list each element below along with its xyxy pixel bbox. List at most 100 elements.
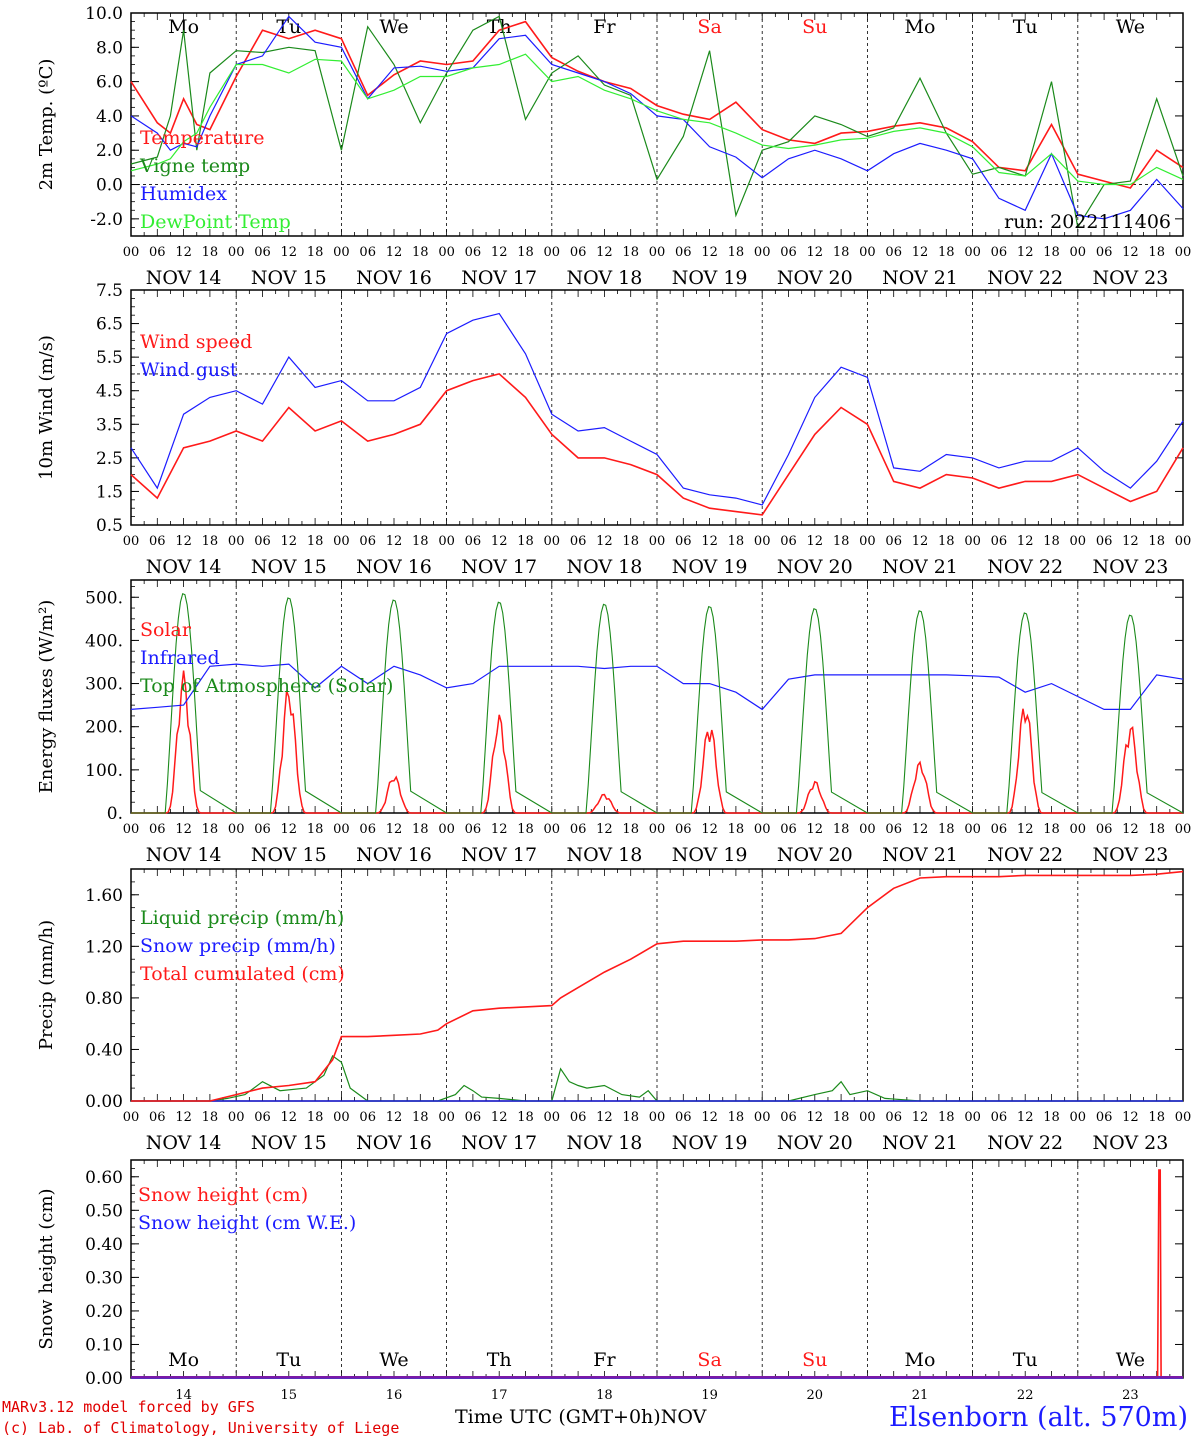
- energy-legend-entry: Solar: [140, 619, 192, 641]
- precip-day-label: NOV 20: [777, 1132, 853, 1154]
- energy-day-label: NOV 19: [672, 844, 748, 866]
- energy-legend-entry: Top of Atmosphere (Solar): [140, 675, 393, 697]
- wind-hour-label: 06: [780, 534, 797, 549]
- precip-legend-entry: Liquid precip (mm/h): [140, 907, 344, 929]
- energy-hour-label: 00: [649, 822, 666, 837]
- wind-day-label: NOV 20: [777, 556, 853, 578]
- energy-hour-label: 12: [596, 822, 613, 837]
- temp-series-line: [130, 15, 1184, 230]
- precip-hour-label: 00: [964, 1110, 981, 1125]
- snow-y-tick-label: 0.40: [85, 1235, 123, 1255]
- precip-hour-label: 18: [833, 1110, 850, 1125]
- temp-frame: [130, 12, 1184, 237]
- precip-hour-label: 18: [202, 1110, 219, 1125]
- wind-y-tick-label: 2.5: [96, 449, 123, 469]
- energy-day-label: NOV 22: [987, 844, 1063, 866]
- precip-day-label: NOV 18: [566, 1132, 642, 1154]
- precip-hour-label: 00: [333, 1110, 350, 1125]
- weekday-label-top: Tu: [1013, 16, 1038, 38]
- snow-day-number: 16: [386, 1388, 403, 1403]
- energy-hour-label: 12: [1017, 822, 1034, 837]
- temp-hour-label: 00: [1175, 245, 1192, 260]
- wind-series-line: [130, 373, 1184, 516]
- copyright-credit: (c) Lab. of Climatology, University of L…: [2, 1419, 400, 1437]
- wind-hour-label: 00: [333, 534, 350, 549]
- precip-hour-label: 00: [123, 1110, 140, 1125]
- energy-hour-label: 18: [728, 822, 745, 837]
- temp-hour-label: 18: [1148, 245, 1165, 260]
- energy-hour-label: 06: [149, 822, 166, 837]
- temp-day-label: NOV 21: [882, 267, 958, 289]
- wind-hour-label: 12: [807, 534, 824, 549]
- energy-hour-label: 00: [754, 822, 771, 837]
- weekday-label-top: We: [379, 16, 408, 38]
- wind-hour-label: 00: [1175, 534, 1192, 549]
- energy-day-label: NOV 14: [146, 844, 222, 866]
- precip-hour-label: 06: [780, 1110, 797, 1125]
- precip-hour-label: 00: [754, 1110, 771, 1125]
- wind-hour-label: 12: [175, 534, 192, 549]
- temp-hour-label: 00: [754, 245, 771, 260]
- precip-hour-label: 18: [1148, 1110, 1165, 1125]
- energy-hour-label: 06: [465, 822, 482, 837]
- temp-hour-label: 18: [728, 245, 745, 260]
- weekday-label-top: We: [1116, 16, 1145, 38]
- precip-y-tick-label: 0.40: [85, 1040, 123, 1060]
- weekday-label-top: Th: [487, 16, 512, 38]
- energy-hour-label: 12: [386, 822, 403, 837]
- wind-hour-label: 18: [622, 534, 639, 549]
- snow-weekday-label: Tu: [276, 1349, 301, 1371]
- wind-hour-label: 06: [991, 534, 1008, 549]
- precip-hour-label: 00: [438, 1110, 455, 1125]
- wind-series-line: [130, 312, 1184, 506]
- wind-hour-label: 06: [885, 534, 902, 549]
- weekday-label-top: Tu: [276, 16, 301, 38]
- temp-day-label: NOV 23: [1092, 267, 1168, 289]
- precip-hour-label: 12: [281, 1110, 298, 1125]
- weekday-label-top: Sa: [697, 16, 721, 38]
- precip-hour-label: 06: [1096, 1110, 1113, 1125]
- energy-hour-label: 00: [859, 822, 876, 837]
- snow-panel: 0.00 0.10 0.20 0.30 0.40 0.50 0.60 Snow height …: [36, 1159, 1184, 1403]
- weekday-label-top: Mo: [168, 16, 199, 38]
- energy-y-tick-label: 100.: [85, 761, 123, 781]
- energy-day-label: NOV 20: [777, 844, 853, 866]
- temp-day-label: NOV 17: [461, 267, 537, 289]
- temp-hour-label: 00: [544, 245, 561, 260]
- precip-y-tick-label: 0.80: [85, 989, 123, 1009]
- snow-day-number: 22: [1017, 1388, 1034, 1403]
- wind-y-tick-label: 7.5: [96, 281, 123, 301]
- wind-day-label: NOV 14: [146, 556, 222, 578]
- temp-y-tick-label: 6.0: [96, 73, 123, 93]
- temp-hour-label: 00: [228, 245, 245, 260]
- wind-hour-label: 18: [202, 534, 219, 549]
- precip-hour-label: 18: [622, 1110, 639, 1125]
- wind-legend-entry: Wind speed: [140, 331, 252, 353]
- energy-hour-label: 06: [1096, 822, 1113, 837]
- wind-hour-label: 06: [465, 534, 482, 549]
- snow-day-number: 18: [596, 1388, 613, 1403]
- wind-day-label: NOV 18: [566, 556, 642, 578]
- temp-hour-label: 06: [570, 245, 587, 260]
- temp-hour-label: 06: [254, 245, 271, 260]
- precip-day-label: NOV 14: [146, 1132, 222, 1154]
- temp-series-line: [130, 53, 1184, 186]
- wind-hour-label: 00: [123, 534, 140, 549]
- precip-day-label: NOV 17: [461, 1132, 537, 1154]
- wind-hour-label: 06: [675, 534, 692, 549]
- precip-hour-label: 06: [254, 1110, 271, 1125]
- energy-y-tick-label: 400.: [85, 631, 123, 651]
- temp-y-tick-label: 2.0: [96, 141, 123, 161]
- wind-hour-label: 18: [1043, 534, 1060, 549]
- energy-day-label: NOV 17: [461, 844, 537, 866]
- temp-hour-label: 12: [281, 245, 298, 260]
- temp-hour-label: 06: [1096, 245, 1113, 260]
- temp-hour-label: 12: [701, 245, 718, 260]
- precip-hour-label: 12: [807, 1110, 824, 1125]
- snow-legend-entry: Snow height (cm): [138, 1184, 308, 1206]
- temp-day-label: NOV 15: [251, 267, 327, 289]
- snow-y-tick-label: 0.20: [85, 1302, 123, 1322]
- energy-hour-label: 18: [1043, 822, 1060, 837]
- temp-day-label: NOV 16: [356, 267, 432, 289]
- temp-series-line: [130, 15, 1184, 220]
